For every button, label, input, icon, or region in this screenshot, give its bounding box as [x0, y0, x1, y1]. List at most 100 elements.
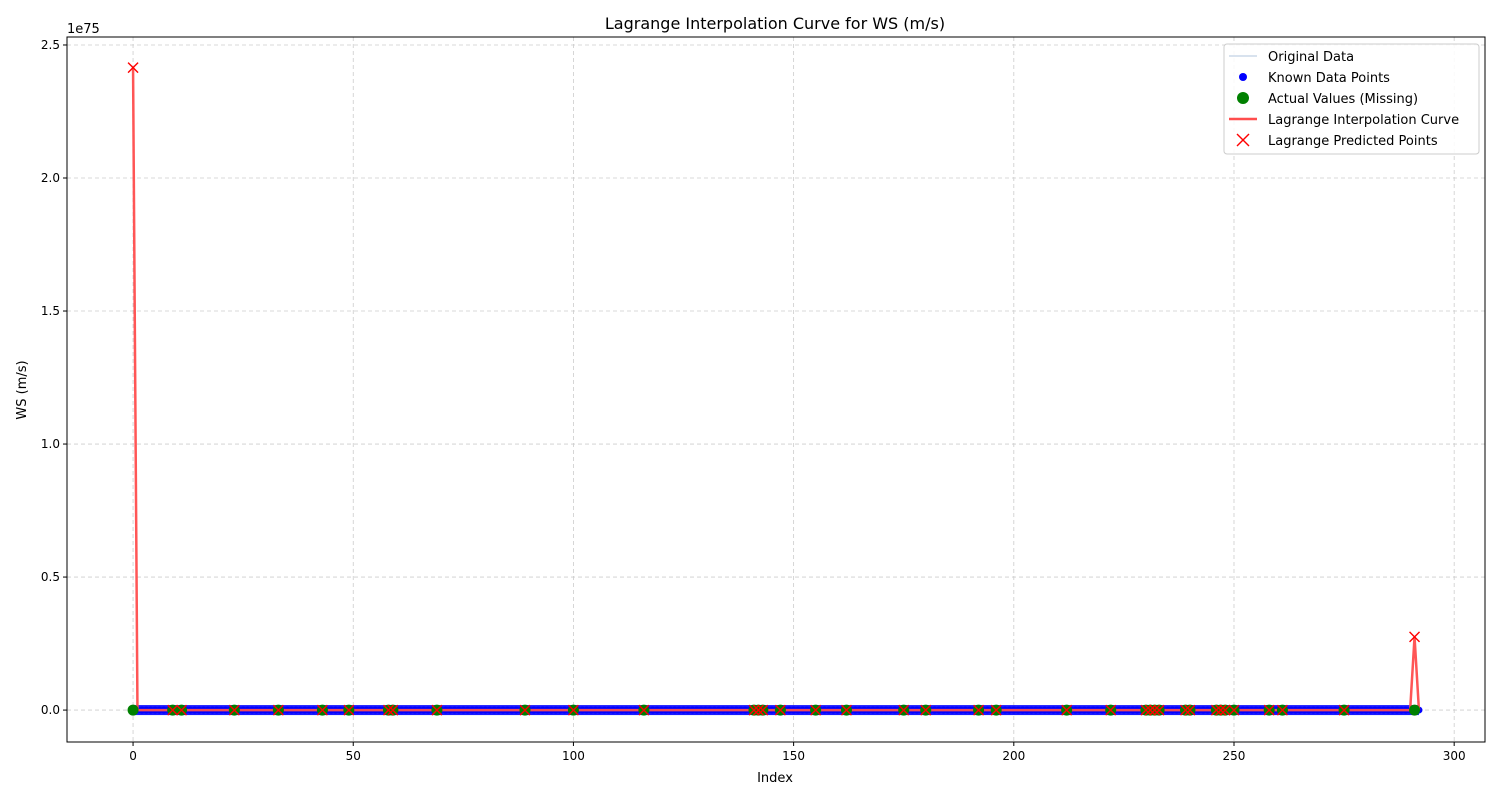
predicted-point — [752, 704, 764, 716]
predicted-point — [1219, 704, 1231, 716]
y-tick-label: 2.0 — [41, 171, 60, 185]
predicted-point — [316, 704, 328, 716]
predicted-point-stroke — [748, 704, 760, 716]
y-axis: 0.0 0.5 1.0 1.5 2.0 2.5 — [41, 38, 67, 717]
predicted-point-stroke — [1215, 704, 1227, 716]
x-axis: 0 50 100 150 200 250 300 — [129, 742, 1466, 763]
predicted-point-stroke — [343, 704, 355, 716]
predicted-point-stroke — [638, 704, 650, 716]
predicted-point-stroke — [519, 704, 531, 716]
predicted-point-stroke — [1276, 704, 1288, 716]
predicted-point — [810, 704, 822, 716]
legend-label: Known Data Points — [1268, 71, 1390, 86]
predicted-point-stroke — [382, 704, 394, 716]
predicted-point — [1338, 704, 1350, 716]
predicted-point-stroke — [1061, 704, 1073, 716]
predicted-point — [990, 704, 1002, 716]
predicted-point-stroke — [228, 704, 240, 716]
legend-handle — [1236, 133, 1250, 147]
predicted-point — [1210, 704, 1222, 716]
predicted-point-stroke — [127, 62, 139, 74]
legend-box — [1223, 43, 1480, 155]
predicted-point-stroke — [272, 704, 284, 716]
predicted-point-stroke — [920, 704, 932, 716]
actual-missing-point — [127, 704, 139, 716]
predicted-point — [1153, 704, 1165, 716]
predicted-point-stroke — [431, 704, 443, 716]
predicted-point — [920, 704, 932, 716]
axes-frame — [66, 36, 1486, 743]
predicted-point — [519, 704, 531, 716]
y-tick-label: 0.0 — [41, 703, 60, 717]
predicted-point — [1228, 704, 1240, 716]
x-tick-label: 300 — [1443, 749, 1466, 763]
predicted-point-stroke — [1144, 704, 1156, 716]
predicted-point — [1263, 704, 1275, 716]
predicted-point — [1061, 704, 1073, 716]
y-offset-label: 1e75 — [67, 22, 100, 37]
predicted-point — [272, 704, 284, 716]
predicted-point — [840, 704, 852, 716]
legend-label: Original Data — [1268, 50, 1354, 65]
predicted-point — [176, 704, 187, 716]
predicted-point-stroke — [1228, 704, 1240, 716]
predicted-point-stroke — [167, 704, 179, 716]
predicted-point-stroke — [840, 704, 852, 716]
legend-handle — [1239, 73, 1247, 81]
predicted-point — [1409, 631, 1421, 643]
y-tick-label: 0.5 — [41, 570, 60, 584]
actual-missing-point — [1409, 704, 1421, 716]
y-tick-label: 1.0 — [41, 437, 60, 451]
predicted-point-stroke — [316, 704, 328, 716]
predicted-point-stroke — [387, 704, 399, 716]
y-tick-label: 1.5 — [41, 304, 60, 318]
predicted-point — [431, 704, 443, 716]
predicted-point-stroke — [757, 704, 769, 716]
predicted-point-stroke — [752, 704, 764, 716]
predicted-point — [343, 704, 355, 716]
predicted-point — [1140, 704, 1152, 716]
predicted-point-stroke — [990, 704, 1002, 716]
legend-label: Lagrange Interpolation Curve — [1268, 113, 1459, 128]
predicted-point — [228, 704, 240, 716]
legend: Original Data Known Data Points Actual Val… — [1223, 43, 1480, 155]
predicted-point — [167, 704, 179, 716]
predicted-point — [973, 704, 985, 716]
predicted-point — [127, 62, 139, 74]
predicted-point-stroke — [1219, 704, 1231, 716]
predicted-point — [757, 704, 769, 716]
y-axis-label: WS (m/s) — [15, 360, 30, 419]
legend-label: Actual Values (Missing) — [1268, 92, 1418, 107]
x-tick-label: 250 — [1223, 749, 1246, 763]
predicted-point-stroke — [810, 704, 822, 716]
predicted-point-stroke — [1409, 631, 1421, 643]
x-axis-label: Index — [757, 771, 793, 786]
predicted-point-stroke — [1180, 704, 1192, 716]
predicted-point-stroke — [1105, 704, 1117, 716]
legend-label: Lagrange Predicted Points — [1268, 134, 1438, 149]
predicted-point — [1184, 704, 1196, 716]
x-tick-label: 150 — [782, 749, 805, 763]
predicted-point — [382, 704, 394, 716]
x-tick-label: 0 — [129, 749, 137, 763]
x-tick-label: 100 — [562, 749, 585, 763]
chart-title: Lagrange Interpolation Curve for WS (m/s… — [605, 14, 945, 33]
predicted-point-stroke — [1149, 704, 1161, 716]
plot-area — [127, 62, 1423, 716]
predicted-point-stroke — [1140, 704, 1152, 716]
predicted-point — [1144, 704, 1156, 716]
predicted-point-stroke — [774, 704, 786, 716]
x-tick-label: 200 — [1002, 749, 1025, 763]
predicted-point — [1215, 704, 1227, 716]
predicted-point-stroke — [898, 704, 910, 716]
predicted-point — [1149, 704, 1161, 716]
predicted-point-stroke — [1338, 704, 1350, 716]
predicted-point-stroke — [1263, 704, 1275, 716]
predicted-point — [774, 704, 786, 716]
legend-handle — [1237, 92, 1249, 104]
predicted-point — [567, 704, 579, 716]
lagrange-curve — [131, 67, 1421, 712]
predicted-point — [748, 704, 760, 716]
predicted-point-stroke — [567, 704, 579, 716]
